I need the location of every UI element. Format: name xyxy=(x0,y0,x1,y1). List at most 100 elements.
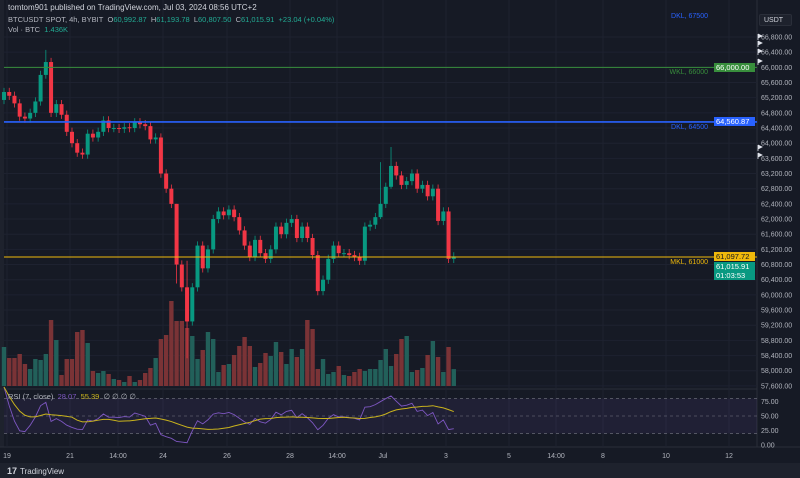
rsi-legend: RSI (7, close) 28.07 55.39 ∅ ∅ ∅ ∅ xyxy=(8,392,136,401)
candle xyxy=(169,188,174,204)
candle xyxy=(404,181,409,185)
candle xyxy=(226,209,231,216)
tradingview-logo[interactable]: 17 TradingView xyxy=(7,466,64,476)
volume-bar xyxy=(357,369,362,386)
time-tick-label: 14:00 xyxy=(109,453,127,460)
volume-bar xyxy=(143,373,148,386)
currency-selector[interactable]: USDT xyxy=(759,14,792,26)
volume-bar xyxy=(273,342,279,386)
volume-bar xyxy=(242,337,247,386)
time-tick-label: 5 xyxy=(507,453,511,460)
candle xyxy=(362,226,367,261)
time-tick-label: 3 xyxy=(444,453,448,460)
candle xyxy=(232,209,237,218)
volume-bar xyxy=(362,371,368,386)
key-level-label: MKL, 61000 xyxy=(670,258,708,266)
candle xyxy=(425,184,430,197)
volume-bar xyxy=(430,341,436,386)
time-tick-label: 10 xyxy=(662,453,670,460)
candle xyxy=(441,211,446,221)
candle xyxy=(64,114,69,132)
key-level-label: DKL, 64500 xyxy=(671,123,708,131)
volume-bar xyxy=(158,339,164,386)
volume-bar xyxy=(326,374,331,386)
volume-bar xyxy=(17,354,22,386)
price-chart[interactable]: 66,800.00 66,400.00 66,000.00 65,600.00 65,2… xyxy=(0,0,800,463)
volume-bar xyxy=(435,357,441,386)
candle xyxy=(258,239,263,254)
volume-bar xyxy=(211,339,216,386)
volume-bar xyxy=(122,382,127,386)
close-label: C xyxy=(235,15,241,24)
candle xyxy=(185,287,190,322)
price-tick-label: 64,800.00 xyxy=(761,110,792,117)
open-value: 60,992.87 xyxy=(113,15,147,24)
volume-bar xyxy=(446,347,451,386)
volume-bar xyxy=(231,355,237,386)
high-value: 61,193.78 xyxy=(156,15,190,24)
volume-bar xyxy=(200,350,205,386)
candle xyxy=(399,175,404,185)
rsi-tick-label: 75.00 xyxy=(761,399,779,406)
candle xyxy=(127,127,132,129)
volume-bar xyxy=(388,366,394,386)
candle xyxy=(143,124,148,127)
candle xyxy=(273,226,278,250)
candle xyxy=(12,95,17,104)
volume-bar xyxy=(205,332,211,386)
candle xyxy=(368,224,373,227)
price-tick-label: 64,400.00 xyxy=(761,126,792,133)
low-label: L xyxy=(193,15,199,24)
volume-bar xyxy=(299,349,305,386)
price-tick-label: 66,000.00 xyxy=(761,65,792,72)
volume-bar xyxy=(352,372,357,386)
last-price-tag: 61,015.91 01:03:53 xyxy=(714,262,755,281)
volume-legend: Vol · BTC 1.436K xyxy=(8,25,68,34)
candle xyxy=(59,104,64,115)
time-tick-label: 14:00 xyxy=(547,453,565,460)
volume-bar xyxy=(153,358,158,386)
candle xyxy=(216,211,221,220)
price-tick-label: 59,600.00 xyxy=(761,308,792,315)
candle xyxy=(383,186,388,204)
key-level-label: WKL, 66000 xyxy=(669,69,708,77)
volume-bar xyxy=(394,354,399,386)
candle xyxy=(38,74,43,102)
candle xyxy=(253,239,258,257)
candle xyxy=(80,152,85,155)
candle xyxy=(305,226,310,239)
volume-bar xyxy=(195,359,200,386)
volume-bar xyxy=(247,346,253,386)
rsi-line xyxy=(3,386,454,444)
candle xyxy=(294,219,299,239)
close-value: 61,015.91 xyxy=(240,15,275,24)
last-price: 61,015.91 xyxy=(716,262,750,272)
key-level-label: DKL, 67500 xyxy=(671,13,708,20)
symbol-label[interactable]: BTCUSDT SPOT, 4h, BYBIT xyxy=(8,15,104,24)
candle xyxy=(205,249,210,269)
candle xyxy=(153,137,158,140)
candle xyxy=(284,222,289,235)
price-tick-label: 62,000.00 xyxy=(761,217,792,224)
candle xyxy=(321,279,326,292)
candle xyxy=(132,122,137,129)
volume-bar xyxy=(310,329,315,386)
price-tick-label: 58,400.00 xyxy=(761,353,792,360)
volume-bar xyxy=(95,373,101,386)
candle xyxy=(179,264,184,288)
candle xyxy=(237,217,242,231)
candle xyxy=(242,230,247,246)
volume-bar xyxy=(179,321,185,386)
candle xyxy=(326,258,331,280)
volume-bar xyxy=(294,357,300,386)
volume-bar xyxy=(69,359,75,386)
alert-flag-icon xyxy=(757,152,763,159)
rsi-label[interactable]: RSI (7, close) xyxy=(8,392,54,401)
volume-bar xyxy=(64,359,69,386)
candle xyxy=(174,203,179,265)
time-tick-label: 12 xyxy=(725,453,733,460)
candle xyxy=(195,245,200,288)
price-tick-label: 59,200.00 xyxy=(761,323,792,330)
volume-bar xyxy=(441,372,446,386)
volume-label[interactable]: Vol · BTC xyxy=(8,25,41,34)
